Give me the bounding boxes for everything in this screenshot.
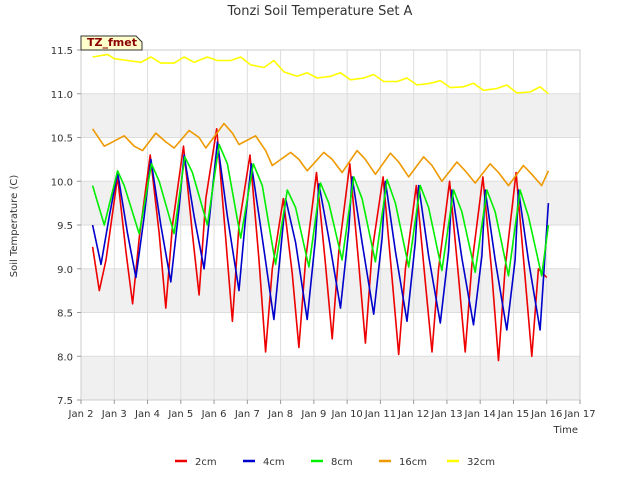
x-tick-label: Jan 15 xyxy=(497,409,529,420)
y-tick-label: 11.0 xyxy=(51,90,73,101)
y-tick-label: 10.0 xyxy=(51,177,73,188)
station-badge: TZ_fmet xyxy=(80,35,143,51)
y-axis-label: Soil Temperature (C) xyxy=(9,175,20,278)
x-axis-label: Time xyxy=(553,425,578,436)
x-tick-label: Jan 3 xyxy=(101,409,127,420)
y-axis-ticks: 7.5 8.0 8.5 9.0 9.5 10.0 10.5 11.0 11.5 xyxy=(51,46,81,407)
x-tick-label: Jan 8 xyxy=(267,409,293,420)
series-line-2cm xyxy=(91,128,548,362)
y-tick-label: 7.5 xyxy=(57,396,73,407)
legend: 2cm 4cm 8cm 16cm 32cm xyxy=(175,457,495,468)
chart-title: Tonzi Soil Temperature Set A xyxy=(227,4,413,19)
badge-label: TZ_fmet xyxy=(87,36,137,49)
grid-band xyxy=(81,93,580,138)
x-tick-label: Jan 12 xyxy=(397,409,429,420)
y-tick-label: 9.5 xyxy=(57,221,73,232)
grid-band xyxy=(81,356,580,400)
y-tick-label: 8.0 xyxy=(57,352,73,363)
series-line-16cm xyxy=(91,122,550,187)
legend-label-16cm: 16cm xyxy=(399,457,427,468)
x-tick-label: Jan 6 xyxy=(201,409,227,420)
grid-bands xyxy=(81,93,580,400)
y-tick-label: 8.5 xyxy=(57,309,73,320)
y-tick-label: 9.0 xyxy=(57,265,73,276)
badge-box xyxy=(80,35,143,51)
x-tick-label: Jan 16 xyxy=(530,409,562,420)
x-tick-label: Jan 5 xyxy=(167,409,193,420)
series-layer xyxy=(91,53,550,362)
legend-label-32cm: 32cm xyxy=(467,457,495,468)
x-tick-label: Jan 17 xyxy=(563,409,595,420)
x-tick-label: Jan 2 xyxy=(68,409,94,420)
x-axis-ticks: Jan 2 Jan 3 Jan 4 Jan 5 Jan 6 Jan 7 Jan 8 Jan 9… xyxy=(68,400,596,420)
x-tick-label: Jan 14 xyxy=(464,409,496,420)
x-tick-label: Jan 11 xyxy=(364,409,396,420)
x-tick-label: Jan 10 xyxy=(330,409,362,420)
y-tick-label: 11.5 xyxy=(51,46,73,57)
legend-label-4cm: 4cm xyxy=(263,457,285,468)
series-line-32cm xyxy=(92,53,549,95)
x-tick-label: Jan 9 xyxy=(300,409,326,420)
y-tick-label: 10.5 xyxy=(51,134,73,145)
legend-label-2cm: 2cm xyxy=(195,457,217,468)
series-line-4cm xyxy=(91,141,550,331)
x-tick-label: Jan 4 xyxy=(134,409,160,420)
series-line-8cm xyxy=(91,143,550,277)
legend-label-8cm: 8cm xyxy=(331,457,353,468)
x-tick-label: Jan 7 xyxy=(234,409,260,420)
x-tick-label: Jan 13 xyxy=(430,409,462,420)
